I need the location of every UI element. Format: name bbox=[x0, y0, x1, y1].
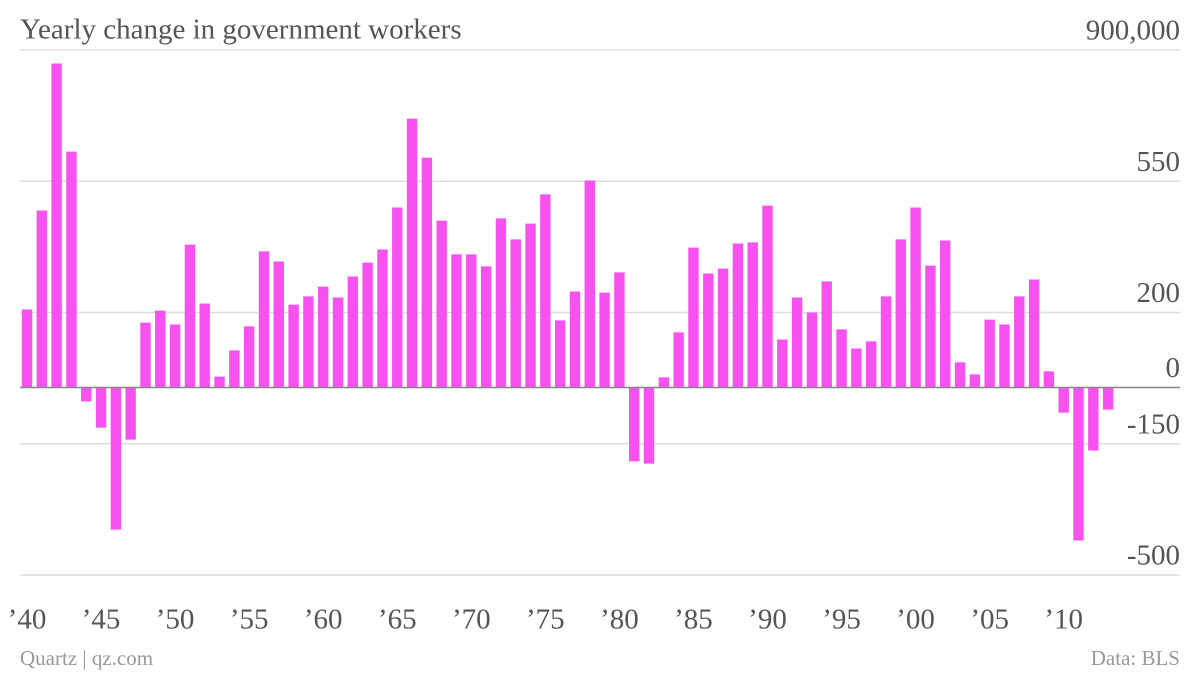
bar bbox=[466, 254, 477, 388]
bar bbox=[1058, 387, 1069, 413]
bar bbox=[895, 239, 906, 388]
y-tick-label: -150 bbox=[1127, 408, 1180, 440]
bar bbox=[969, 374, 981, 388]
bar bbox=[318, 286, 329, 388]
bar bbox=[243, 326, 255, 388]
bar bbox=[258, 251, 270, 388]
x-tick-label: ’70 bbox=[452, 604, 491, 636]
bar bbox=[1102, 387, 1114, 410]
x-tick-label: ’05 bbox=[970, 604, 1009, 636]
bar bbox=[688, 247, 699, 388]
bar bbox=[362, 262, 373, 388]
bar bbox=[865, 341, 877, 388]
bar bbox=[214, 376, 225, 388]
y-tick-label: 900,000 bbox=[1086, 15, 1180, 47]
bar bbox=[540, 194, 551, 388]
bar bbox=[436, 220, 447, 388]
bar bbox=[673, 332, 684, 388]
y-tick-label: -500 bbox=[1127, 540, 1180, 572]
x-tick-label: ’45 bbox=[82, 604, 121, 636]
y-tick-label: 200 bbox=[1137, 277, 1181, 309]
x-tick-label: ’85 bbox=[674, 604, 713, 636]
bar bbox=[777, 339, 788, 388]
bar bbox=[836, 329, 847, 388]
bar bbox=[392, 207, 403, 388]
bar bbox=[495, 218, 507, 388]
bar bbox=[1043, 371, 1055, 388]
bar bbox=[954, 362, 966, 388]
x-tick-label: ’10 bbox=[1044, 604, 1083, 636]
bar bbox=[747, 242, 758, 388]
bar bbox=[273, 261, 284, 388]
bar bbox=[614, 272, 625, 388]
bar bbox=[984, 319, 995, 388]
bar bbox=[66, 151, 77, 388]
bar bbox=[480, 266, 492, 388]
bar bbox=[599, 292, 610, 388]
bar bbox=[199, 303, 210, 388]
credit: Quartz | qz.com bbox=[20, 646, 153, 670]
bar bbox=[1073, 387, 1084, 541]
bar bbox=[880, 296, 892, 388]
bar bbox=[36, 210, 48, 388]
x-tick-label: ’00 bbox=[896, 604, 935, 636]
bar bbox=[303, 296, 314, 388]
bar bbox=[821, 281, 832, 388]
x-tick-label: ’75 bbox=[526, 604, 565, 636]
x-tick-label: ’65 bbox=[378, 604, 417, 636]
bar bbox=[643, 387, 655, 464]
bar bbox=[717, 268, 729, 388]
bar bbox=[940, 240, 951, 388]
bar bbox=[110, 387, 122, 530]
bar bbox=[377, 249, 388, 388]
bar bbox=[910, 207, 921, 388]
bar bbox=[51, 63, 62, 388]
bar bbox=[1088, 387, 1099, 451]
bar bbox=[732, 243, 744, 388]
bar bbox=[584, 180, 595, 388]
bar bbox=[421, 157, 433, 388]
bar bbox=[155, 310, 166, 388]
bar bbox=[229, 350, 240, 388]
bar bbox=[140, 322, 151, 388]
bar bbox=[629, 387, 640, 462]
y-tick-label: 0 bbox=[1166, 352, 1181, 384]
bar bbox=[791, 297, 803, 388]
bar bbox=[999, 324, 1010, 388]
bar bbox=[169, 324, 181, 388]
bar bbox=[81, 387, 92, 402]
x-tick-label: ’60 bbox=[304, 604, 343, 636]
bar bbox=[806, 312, 818, 388]
bar bbox=[703, 273, 714, 388]
bar bbox=[1014, 296, 1025, 388]
bar bbox=[347, 276, 359, 388]
bar bbox=[554, 320, 566, 388]
chart-title: Yearly change in government workers bbox=[20, 14, 462, 46]
bar bbox=[925, 265, 936, 388]
bar bbox=[525, 223, 536, 388]
bar bbox=[1028, 279, 1040, 388]
bar bbox=[125, 387, 136, 440]
y-tick-label: 550 bbox=[1137, 146, 1181, 178]
bar bbox=[569, 291, 581, 388]
bar bbox=[406, 118, 418, 388]
x-tick-label: ’55 bbox=[230, 604, 269, 636]
bar bbox=[851, 348, 862, 388]
x-tick-label: ’40 bbox=[8, 604, 47, 636]
bar bbox=[288, 304, 299, 388]
x-tick-label: ’90 bbox=[748, 604, 787, 636]
source: Data: BLS bbox=[1091, 646, 1180, 670]
bar bbox=[762, 205, 773, 388]
bar bbox=[21, 309, 33, 388]
bar bbox=[658, 377, 670, 388]
bar bbox=[451, 254, 462, 388]
x-tick-label: ’95 bbox=[822, 604, 861, 636]
bar bbox=[332, 297, 344, 388]
bar bbox=[184, 244, 196, 388]
bar bbox=[510, 239, 521, 388]
x-tick-label: ’80 bbox=[600, 604, 639, 636]
bar bbox=[95, 387, 107, 428]
x-tick-label: ’50 bbox=[156, 604, 195, 636]
